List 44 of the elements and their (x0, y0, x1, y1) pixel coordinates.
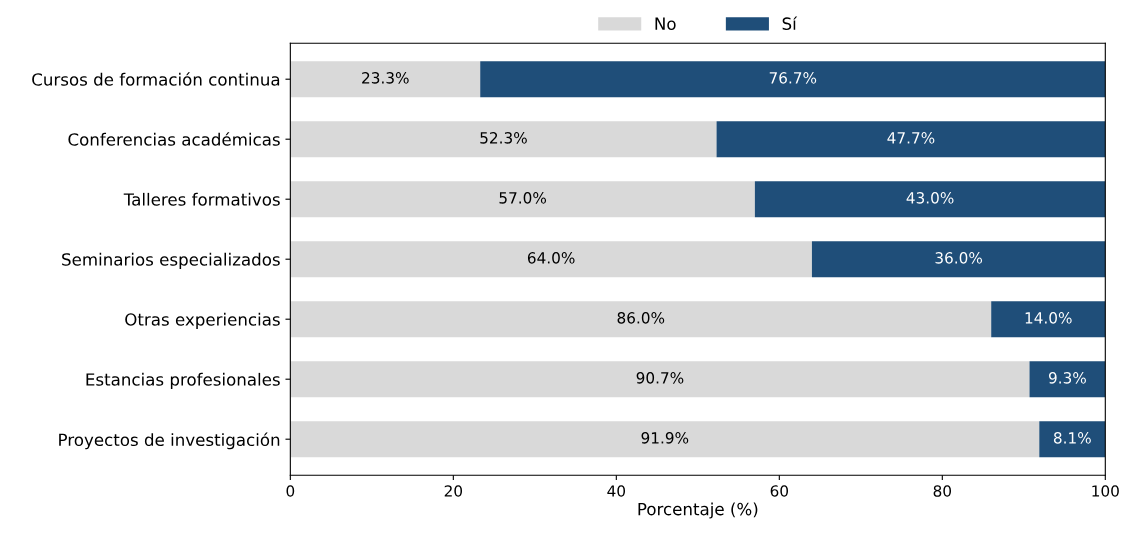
bar (1029, 361, 1106, 398)
legend-label: Sí (782, 16, 798, 30)
bar (290, 421, 1040, 458)
y-tick-label: Otras experiencias (125, 312, 280, 329)
legend-label: No (655, 17, 676, 30)
bar (290, 61, 481, 98)
bar (716, 121, 1106, 158)
x-tick-label: 100 (1092, 485, 1119, 497)
bar (290, 361, 1030, 398)
data-label: 86.0% (617, 312, 665, 324)
data-label: 14.0% (1025, 312, 1072, 324)
data-label: 91.9% (641, 432, 689, 444)
bar (811, 241, 1106, 278)
bar (290, 181, 755, 218)
bar (1039, 421, 1106, 458)
y-tick-label: Estancias profesionales (86, 372, 280, 389)
x-tick-label: 0 (286, 485, 295, 497)
bar (290, 301, 992, 338)
data-label: 52.3% (480, 132, 527, 144)
x-axis-title: Porcentaje (%) (638, 502, 758, 519)
y-tick-label: Proyectos de investigación (59, 432, 280, 450)
y-tick-label: Seminarios especializados (62, 252, 280, 269)
bar (480, 61, 1106, 98)
x-tick-label: 80 (933, 485, 952, 497)
data-label: 76.7% (769, 72, 817, 84)
y-tick-label: Cursos de formación continua (32, 72, 280, 86)
data-label: 8.1% (1053, 432, 1091, 444)
y-tick-label: Talleres formativos (123, 192, 280, 206)
data-label: 23.3% (362, 72, 409, 84)
data-label: 9.3% (1048, 372, 1086, 384)
bar (290, 121, 717, 158)
data-label: 43.0% (906, 192, 954, 204)
x-tick-label: 20 (444, 485, 463, 497)
data-label: 47.7% (887, 132, 935, 144)
data-label: 57.0% (499, 192, 547, 204)
bar (991, 301, 1106, 338)
bar (290, 241, 812, 278)
data-label: 90.7% (636, 372, 684, 384)
data-label: 64.0% (527, 252, 575, 264)
y-tick-label: Conferencias académicas (68, 132, 280, 146)
x-tick-label: 60 (770, 485, 789, 497)
x-tick-label: 40 (607, 485, 626, 497)
bar (754, 181, 1106, 218)
data-label: 36.0% (935, 252, 983, 264)
